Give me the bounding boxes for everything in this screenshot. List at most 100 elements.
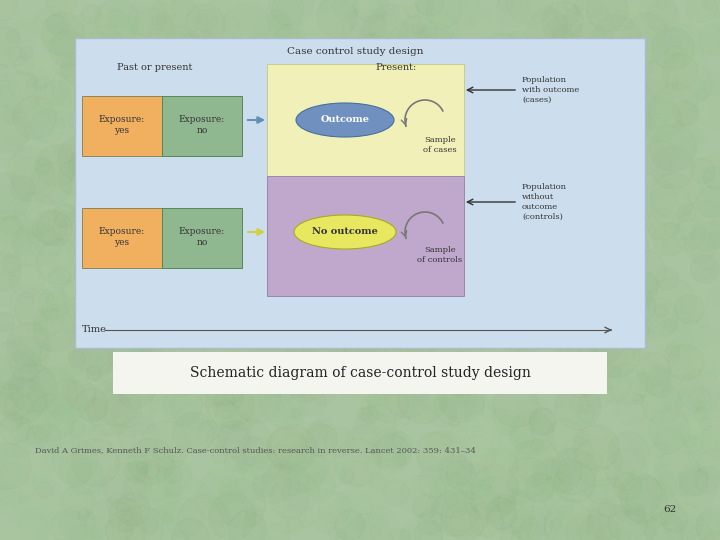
Circle shape [156,15,166,25]
Circle shape [527,361,549,383]
Circle shape [688,494,701,507]
Circle shape [163,2,189,28]
Circle shape [640,114,653,127]
Circle shape [503,17,552,65]
Circle shape [202,404,223,425]
Circle shape [322,160,348,185]
Circle shape [41,240,87,287]
Circle shape [32,474,42,484]
FancyBboxPatch shape [162,96,242,156]
Circle shape [37,211,72,246]
Circle shape [99,372,113,386]
Circle shape [117,370,155,408]
Circle shape [12,228,39,256]
Circle shape [236,461,248,474]
Circle shape [652,196,695,239]
Circle shape [444,171,459,186]
Circle shape [391,294,435,338]
Circle shape [46,381,88,422]
Circle shape [694,467,720,492]
Circle shape [165,168,183,186]
Circle shape [282,359,293,369]
Circle shape [699,24,720,55]
Text: Exposure:
no: Exposure: no [179,115,225,135]
Circle shape [117,451,137,472]
Circle shape [390,59,418,88]
FancyBboxPatch shape [82,208,162,268]
Circle shape [0,313,14,332]
Circle shape [171,92,199,119]
Circle shape [7,147,53,193]
Circle shape [627,355,642,370]
Circle shape [429,63,455,89]
Circle shape [35,423,60,450]
Circle shape [392,50,423,82]
Circle shape [109,498,142,532]
Circle shape [53,204,76,227]
Circle shape [66,380,96,410]
Circle shape [609,72,632,96]
Circle shape [45,454,58,467]
Circle shape [449,514,475,540]
Circle shape [137,462,149,474]
Circle shape [342,259,359,276]
Circle shape [216,119,252,155]
Circle shape [622,272,661,310]
Circle shape [266,431,312,477]
Circle shape [662,54,698,90]
Circle shape [428,313,446,332]
Circle shape [606,472,647,513]
Circle shape [679,200,720,251]
Circle shape [218,184,266,232]
Circle shape [509,65,526,83]
Circle shape [418,22,454,58]
Circle shape [696,186,720,218]
Circle shape [78,509,89,521]
Text: No outcome: No outcome [312,227,378,237]
Circle shape [46,273,76,302]
Circle shape [485,498,516,529]
Circle shape [697,10,720,32]
Circle shape [480,76,500,94]
Circle shape [460,249,490,279]
Circle shape [36,145,78,186]
Circle shape [382,82,422,122]
Circle shape [698,326,720,350]
Circle shape [112,398,142,428]
Circle shape [690,347,712,369]
Circle shape [469,429,516,475]
Circle shape [317,314,340,337]
Circle shape [0,377,46,423]
Circle shape [50,0,67,12]
Circle shape [431,266,456,292]
Circle shape [355,368,384,397]
Circle shape [305,424,337,456]
Circle shape [374,396,410,431]
Circle shape [0,252,21,292]
Circle shape [554,194,577,218]
Circle shape [397,374,447,423]
Circle shape [485,76,508,99]
Circle shape [639,325,650,335]
Circle shape [654,104,678,127]
Circle shape [696,389,720,420]
Circle shape [295,380,320,406]
Circle shape [289,144,318,172]
Circle shape [58,159,94,195]
Circle shape [572,314,613,355]
Circle shape [541,89,567,115]
Circle shape [171,191,215,237]
Text: Time: Time [82,326,107,334]
Circle shape [693,9,711,28]
Circle shape [85,398,107,420]
Circle shape [621,6,649,35]
Circle shape [627,271,658,301]
Circle shape [253,66,268,81]
Circle shape [204,381,248,424]
Circle shape [256,217,286,246]
Circle shape [119,42,150,74]
Circle shape [361,185,375,199]
Text: Population
with outcome
(cases): Population with outcome (cases) [522,76,580,104]
Circle shape [607,363,648,404]
FancyBboxPatch shape [75,38,645,348]
